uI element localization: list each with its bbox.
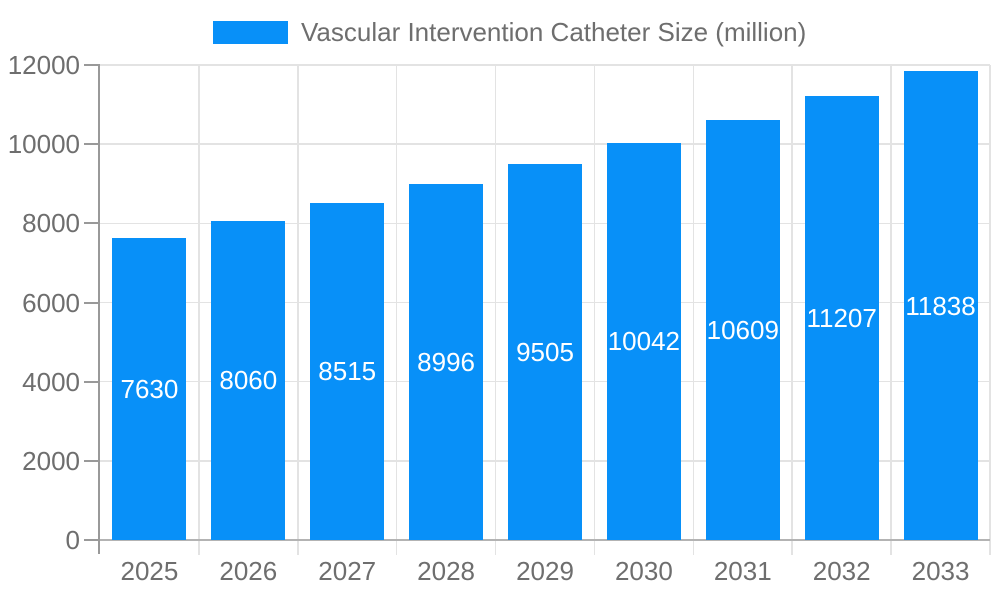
x-splitline xyxy=(791,65,793,540)
x-tick-label: 2029 xyxy=(516,556,574,586)
x-axis-tick xyxy=(297,540,299,555)
y-tick-label: 8000 xyxy=(22,208,80,239)
bar[interactable] xyxy=(606,142,681,540)
x-splitline xyxy=(692,65,695,540)
bar[interactable] xyxy=(112,237,187,540)
bar[interactable] xyxy=(211,220,286,540)
bar-value-label: 11207 xyxy=(806,303,877,334)
y-axis-line xyxy=(98,65,100,554)
bar[interactable] xyxy=(508,163,582,540)
x-splitline xyxy=(989,65,991,540)
y-tick-label: 2000 xyxy=(22,445,80,476)
x-splitline xyxy=(593,65,596,540)
bar-value-label: 8996 xyxy=(417,346,476,377)
bar-value-label: 9505 xyxy=(516,336,574,367)
bar[interactable] xyxy=(310,202,385,540)
y-axis-tick xyxy=(84,380,100,383)
y-axis-tick xyxy=(84,539,100,541)
x-splitline xyxy=(395,65,398,540)
x-axis-tick xyxy=(791,540,793,555)
x-axis-tick xyxy=(593,540,596,555)
x-tick-label: 2031 xyxy=(713,556,772,586)
y-tick-label: 12000 xyxy=(7,50,80,80)
x-tick-label: 2030 xyxy=(614,556,673,586)
x-splitline xyxy=(198,65,200,540)
legend-swatch[interactable] xyxy=(213,20,288,44)
y-axis-tick xyxy=(84,301,100,304)
y-axis-tick xyxy=(84,222,100,225)
x-tick-label: 2033 xyxy=(911,556,970,586)
y-axis-tick xyxy=(84,459,100,462)
bar[interactable] xyxy=(804,96,879,540)
y-axis-tick xyxy=(84,143,100,146)
x-tick-label: 2025 xyxy=(120,556,179,586)
x-axis-tick xyxy=(494,540,497,555)
x-splitline xyxy=(890,65,892,540)
x-axis-tick xyxy=(395,540,398,555)
y-axis-tick xyxy=(84,64,100,66)
y-tick-label: 10000 xyxy=(7,129,80,160)
y-tick-label: 4000 xyxy=(22,366,80,397)
bar-value-label: 10042 xyxy=(607,326,681,357)
bar[interactable] xyxy=(903,71,978,540)
x-axis-tick xyxy=(692,540,695,555)
x-splitline xyxy=(494,65,497,540)
bar[interactable] xyxy=(705,120,780,540)
x-splitline xyxy=(297,65,299,540)
x-axis-line xyxy=(100,539,990,541)
x-axis-tick xyxy=(989,540,991,555)
x-axis-tick xyxy=(198,540,200,555)
bar-value-label: 7630 xyxy=(120,373,179,404)
x-tick-label: 2026 xyxy=(219,556,278,586)
bar-value-label: 11838 xyxy=(905,290,976,321)
x-axis-tick xyxy=(890,540,892,555)
x-tick-label: 2028 xyxy=(417,556,476,586)
y-tick-label: 6000 xyxy=(22,287,80,318)
bar-value-label: 8060 xyxy=(219,365,278,396)
bar-value-label: 10609 xyxy=(706,315,779,346)
bar[interactable] xyxy=(409,183,484,540)
y-gridline xyxy=(100,64,990,66)
y-tick-label: 0 xyxy=(65,525,80,555)
y-gridline xyxy=(100,143,990,145)
legend[interactable]: Vascular Intervention Catheter Size (mil… xyxy=(213,17,806,47)
legend-label[interactable]: Vascular Intervention Catheter Size (mil… xyxy=(301,17,807,47)
bar-value-label: 8515 xyxy=(318,356,377,387)
x-tick-label: 2032 xyxy=(812,556,871,586)
x-tick-label: 2027 xyxy=(318,556,377,586)
